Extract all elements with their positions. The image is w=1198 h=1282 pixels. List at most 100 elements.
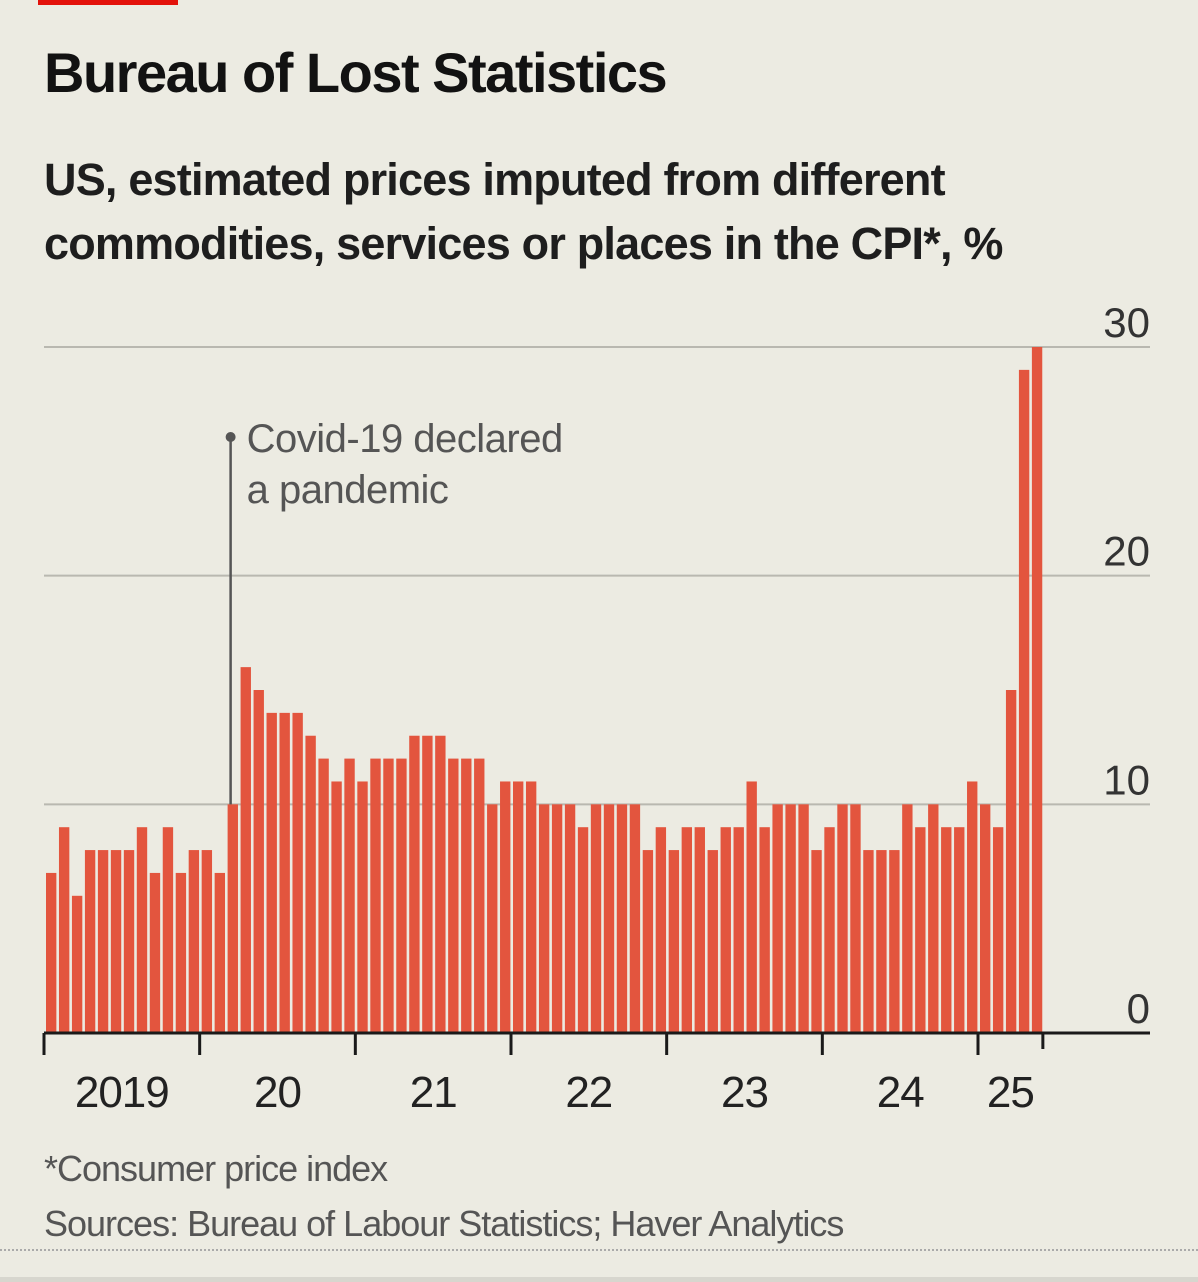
bar-2024-02: [837, 804, 848, 1033]
bar-2019-01: [46, 872, 57, 1033]
chart-title: Bureau of Lost Statistics: [44, 41, 668, 104]
x-tick-label: 23: [721, 1068, 768, 1117]
divider: [0, 1249, 1198, 1251]
bar-2023-07: [746, 781, 757, 1033]
gridlines: [44, 346, 1150, 806]
bar-2024-11: [954, 827, 965, 1033]
bar-2021-01: [357, 781, 368, 1033]
annotation-dot: [225, 432, 236, 442]
bar-2022-11: [642, 850, 654, 1033]
bar-2020-05: [253, 690, 264, 1033]
source-note: Sources: Bureau of Labour Statistics; Ha…: [44, 1203, 844, 1244]
bar-2019-05: [97, 850, 109, 1033]
bar-2024-12: [967, 781, 978, 1033]
bar-2019-09: [149, 872, 161, 1033]
x-axis: 2019 20 21 22 23 24 25: [42, 1031, 1150, 1117]
y-tick-label: 20: [1103, 528, 1150, 575]
bar-2020-06: [266, 712, 277, 1033]
annotation-text-line1: Covid-19 declared: [247, 417, 563, 461]
bar-2022-09: [616, 804, 628, 1033]
x-tick-label: 25: [987, 1068, 1034, 1117]
bar-2019-07: [123, 850, 135, 1033]
x-tick-label: 21: [410, 1068, 457, 1117]
bar-2025-02: [992, 827, 1004, 1033]
bar-2019-12: [188, 850, 200, 1033]
bar-2024-06: [889, 850, 900, 1033]
bar-2019-10: [162, 827, 174, 1033]
bar-2021-12: [500, 781, 511, 1033]
bar-2021-07: [435, 735, 446, 1033]
y-tick-label: 10: [1103, 756, 1150, 803]
bar-2022-08: [603, 804, 615, 1033]
bar-2024-08: [915, 827, 926, 1033]
y-tick-label: 30: [1103, 299, 1150, 346]
bar-chart: Covid-19 declared a pandemic 0 10 20 30 201…: [42, 299, 1150, 1117]
bar-2023-04: [707, 850, 718, 1033]
bar-2020-01: [201, 850, 213, 1033]
bar-2022-05: [564, 804, 576, 1033]
bar-2020-08: [292, 712, 303, 1033]
x-tick-label: 24: [877, 1068, 924, 1117]
bar-2023-11: [798, 804, 809, 1033]
bar-2025-03: [1005, 690, 1017, 1033]
bar-2020-09: [305, 735, 316, 1033]
footnote: *Consumer price index: [44, 1148, 388, 1189]
bar-2025-05: [1031, 347, 1043, 1033]
bars: [46, 347, 1043, 1033]
bar-2021-11: [487, 804, 498, 1033]
bar-2021-04: [396, 758, 407, 1033]
bar-2024-07: [902, 804, 913, 1033]
bar-2023-06: [733, 827, 744, 1033]
bar-2022-07: [590, 804, 602, 1033]
bar-2024-10: [941, 827, 952, 1033]
bar-2023-01: [668, 850, 680, 1033]
bar-2020-11: [331, 781, 342, 1033]
x-tick-label: 2019: [75, 1068, 169, 1117]
bar-2020-04: [240, 667, 251, 1033]
bar-2024-01: [824, 827, 835, 1033]
bar-2021-03: [383, 758, 394, 1033]
y-tick-label: 0: [1127, 985, 1150, 1032]
bar-2020-02: [214, 872, 226, 1033]
bar-2024-09: [928, 804, 939, 1033]
bar-2022-02: [525, 781, 537, 1033]
bar-2023-08: [759, 827, 770, 1033]
bar-2022-01: [513, 781, 524, 1033]
bar-2020-10: [318, 758, 329, 1033]
bar-2020-07: [279, 712, 290, 1033]
bar-2022-06: [577, 827, 589, 1033]
bar-2019-06: [110, 850, 122, 1033]
bar-2019-03: [71, 895, 83, 1033]
bar-2020-12: [344, 758, 355, 1033]
brand-accent-bar: [38, 0, 178, 5]
bar-2024-03: [850, 804, 861, 1033]
bar-2020-03: [227, 804, 238, 1033]
bar-2023-02: [681, 827, 693, 1033]
bar-2021-09: [461, 758, 472, 1033]
bar-2019-08: [136, 827, 148, 1033]
bar-2021-06: [422, 735, 433, 1033]
bar-2022-03: [538, 804, 550, 1033]
x-tick-label: 20: [254, 1068, 301, 1117]
bar-2025-04: [1018, 369, 1030, 1033]
bar-2023-03: [694, 827, 705, 1033]
bar-2023-10: [785, 804, 796, 1033]
x-tick-label: 22: [565, 1068, 612, 1117]
bar-2022-12: [655, 827, 667, 1033]
bar-2023-05: [720, 827, 731, 1033]
bar-2019-04: [84, 850, 96, 1033]
bar-2023-09: [772, 804, 783, 1033]
bar-2023-12: [811, 850, 822, 1033]
bar-2021-08: [448, 758, 459, 1033]
bar-2024-05: [876, 850, 887, 1033]
bar-2021-10: [474, 758, 485, 1033]
bottom-edge: [0, 1277, 1198, 1282]
chart-subtitle: US, estimated prices imputed from differ…: [44, 154, 1003, 269]
annotation-text-line2: a pandemic: [247, 468, 449, 512]
bar-2024-04: [863, 850, 874, 1033]
bar-2019-11: [175, 872, 187, 1033]
bar-2019-02: [58, 827, 70, 1033]
y-tick-labels: 0 10 20 30: [1103, 299, 1150, 1032]
bar-2021-05: [409, 735, 420, 1033]
bar-2025-01: [980, 804, 991, 1033]
